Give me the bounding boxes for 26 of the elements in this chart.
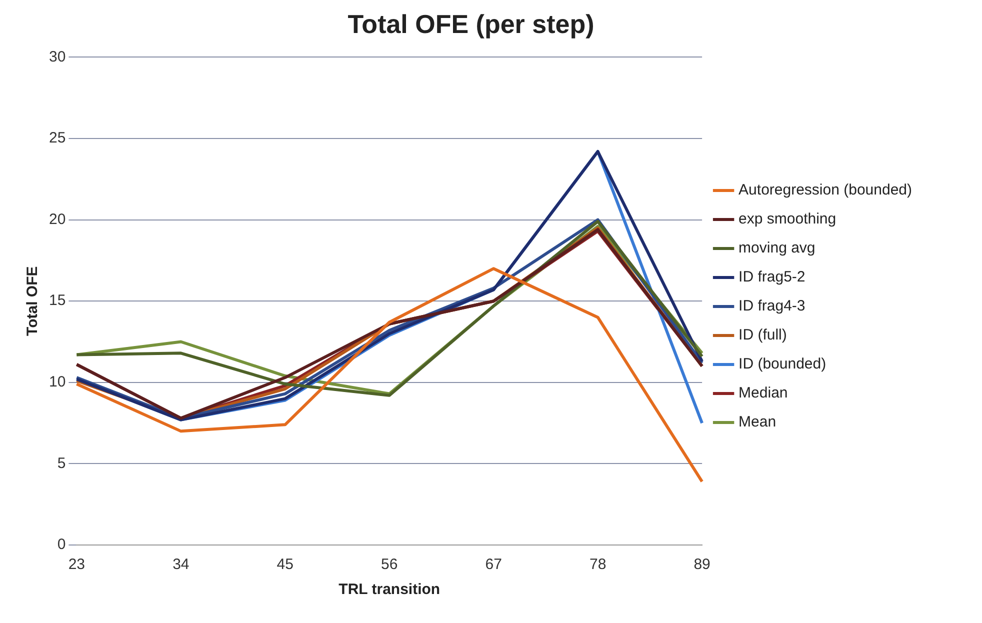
x-tick-label: 67 <box>485 556 502 574</box>
legend-label: Autoregression (bounded) <box>738 182 912 199</box>
legend-label: exp smoothing <box>738 210 836 228</box>
y-tick-label: 0 <box>57 536 66 554</box>
y-tick-label: 5 <box>57 454 66 472</box>
x-tick-label: 56 <box>381 556 398 574</box>
legend-label: ID (full) <box>738 326 787 344</box>
legend-label: ID frag4-3 <box>738 298 806 315</box>
x-tick-label: 89 <box>694 556 710 574</box>
y-tick-label: 10 <box>48 374 66 391</box>
legend-label: moving avg <box>738 240 816 257</box>
chart-title: Total OFE (per step) <box>348 8 594 39</box>
y-tick-label: 20 <box>48 210 66 228</box>
x-tick-label: 45 <box>276 556 294 574</box>
legend-label: Median <box>738 384 788 402</box>
y-tick-label: 25 <box>48 130 66 147</box>
x-tick-label: 23 <box>68 556 86 574</box>
y-tick-label: 15 <box>48 292 66 310</box>
legend-label: ID (bounded) <box>738 356 826 373</box>
legend-label: Mean <box>738 414 776 431</box>
x-axis-title: TRL transition <box>338 581 440 598</box>
y-tick-label: 30 <box>48 48 66 66</box>
legend-label: ID frag5-2 <box>738 268 806 286</box>
x-tick-label: 78 <box>589 556 606 574</box>
y-axis-title: Total OFE <box>24 266 42 336</box>
x-tick-label: 34 <box>172 556 190 574</box>
